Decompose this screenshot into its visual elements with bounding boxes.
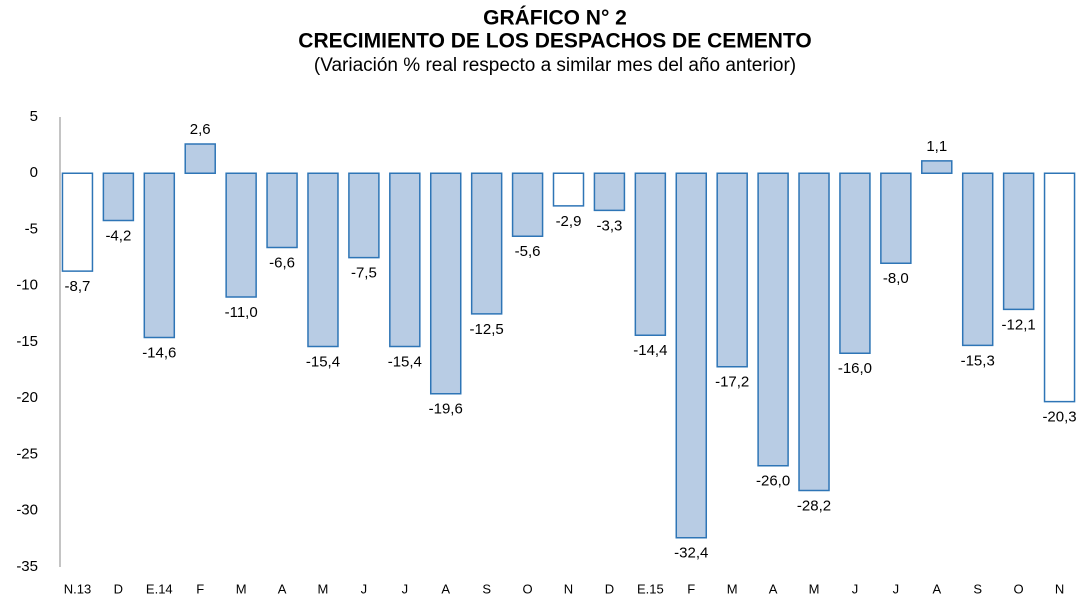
bar <box>839 172 871 354</box>
value-label: -32,4 <box>674 545 708 562</box>
y-tick-label: -20 <box>16 389 38 406</box>
x-tick-label: M <box>809 581 820 596</box>
value-label: -20,3 <box>1042 409 1076 426</box>
x-tick-label: M <box>236 581 247 596</box>
bar <box>552 172 585 207</box>
value-label: -4,2 <box>105 227 131 244</box>
bar <box>798 172 830 492</box>
bar <box>61 172 94 272</box>
x-tick-label: A <box>441 581 450 596</box>
value-label: -6,6 <box>269 254 295 271</box>
x-tick-label: S <box>482 581 491 596</box>
bar <box>675 172 708 539</box>
chart-title: GRÁFICO N° 2 <box>483 7 627 30</box>
x-tick-label: N <box>564 581 573 596</box>
x-tick-label: F <box>196 581 204 596</box>
value-label: -14,4 <box>633 342 667 359</box>
y-tick-label: -30 <box>16 502 38 519</box>
chart-title: CRECIMIENTO DE LOS DESPACHOS DE CEMENTO <box>298 30 811 53</box>
value-label: -15,4 <box>306 353 340 370</box>
y-tick-label: -15 <box>16 333 38 350</box>
bar <box>184 143 216 174</box>
value-label: -12,1 <box>1002 316 1036 333</box>
chart-subtitle: (Variación % real respecto a similar mes… <box>314 55 796 76</box>
bar <box>143 172 176 339</box>
y-tick-label: 5 <box>30 108 38 125</box>
x-tick-label: M <box>318 581 329 596</box>
x-tick-label: E.14 <box>146 581 173 596</box>
x-tick-label: A <box>278 581 287 596</box>
x-tick-label: J <box>361 581 368 596</box>
x-tick-label: D <box>605 581 614 596</box>
x-tick-label: E.15 <box>637 581 664 596</box>
value-label: -3,3 <box>596 217 622 234</box>
bar <box>511 172 544 237</box>
bar <box>225 172 257 298</box>
bar <box>716 172 748 368</box>
value-label: -16,0 <box>838 360 872 377</box>
x-tick-label: J <box>402 581 409 596</box>
value-label: -17,2 <box>715 374 749 391</box>
bar <box>634 172 667 336</box>
value-label: -15,4 <box>388 353 422 370</box>
x-tick-label: M <box>727 581 738 596</box>
value-label: -8,0 <box>883 270 909 287</box>
value-label: 2,6 <box>190 121 211 138</box>
value-label: -8,7 <box>65 278 91 295</box>
value-label: -7,5 <box>351 265 377 282</box>
y-tick-label: -35 <box>16 558 38 575</box>
x-tick-label: N.13 <box>64 581 91 596</box>
x-tick-label: O <box>1014 581 1024 596</box>
x-tick-label: J <box>893 581 900 596</box>
x-tick-label: D <box>114 581 123 596</box>
bar <box>470 172 503 315</box>
x-tick-label: O <box>523 581 533 596</box>
value-label: -5,6 <box>515 243 541 260</box>
bar <box>429 172 462 395</box>
value-label: -11,0 <box>225 304 258 321</box>
x-tick-label: S <box>973 581 982 596</box>
bar <box>880 172 912 264</box>
x-tick-label: N <box>1055 581 1064 596</box>
value-label: -26,0 <box>756 473 790 490</box>
y-tick-label: -5 <box>25 220 38 237</box>
bar <box>389 172 421 348</box>
bar <box>1043 172 1076 403</box>
value-label: -28,2 <box>797 497 831 514</box>
value-label: -19,6 <box>429 401 463 418</box>
value-label: -2,9 <box>556 213 582 230</box>
bar <box>961 172 994 347</box>
y-tick-label: -25 <box>16 445 38 462</box>
bar <box>1002 172 1035 311</box>
x-tick-label: A <box>932 581 941 596</box>
bar <box>757 172 789 467</box>
value-label: -15,3 <box>961 352 995 369</box>
y-tick-label: -10 <box>16 277 38 294</box>
value-label: -14,6 <box>142 344 176 361</box>
bar <box>266 172 298 249</box>
y-tick-label: 0 <box>30 164 38 181</box>
x-tick-label: A <box>769 581 778 596</box>
bar <box>102 172 135 222</box>
bar <box>348 172 380 259</box>
value-label: -12,5 <box>470 321 504 338</box>
bar <box>593 172 626 212</box>
bar <box>921 160 953 174</box>
x-tick-label: J <box>852 581 859 596</box>
bar <box>307 172 339 348</box>
x-tick-label: F <box>687 581 695 596</box>
value-label: 1,1 <box>926 138 947 155</box>
